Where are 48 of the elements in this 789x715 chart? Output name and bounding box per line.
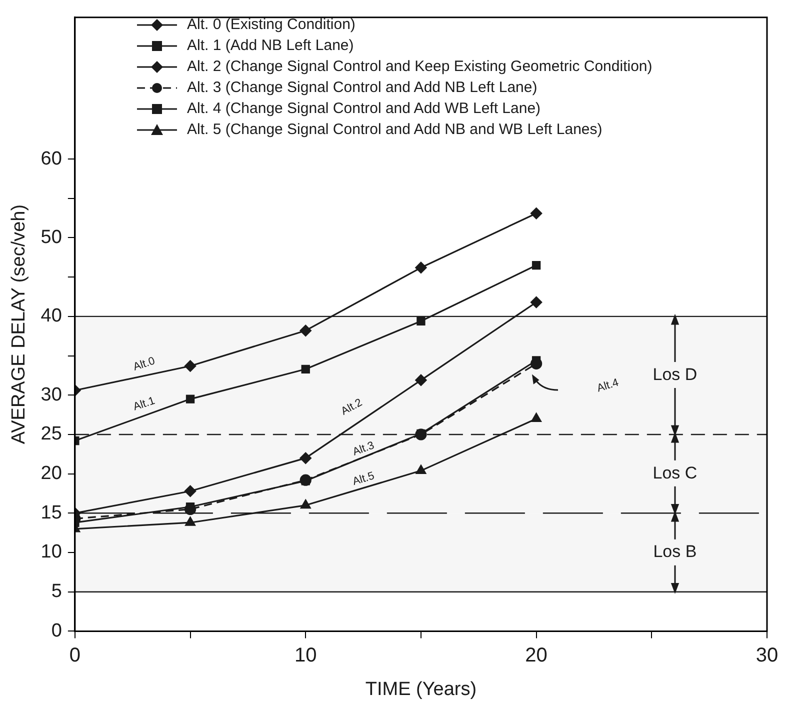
legend-label: Alt. 1 (Add NB Left Lane): [187, 37, 354, 54]
legend-label: Alt. 4 (Change Signal Control and Add WB Left Lane): [187, 100, 541, 117]
legend-label: Alt. 2 (Change Signal Control and Keep Existing Geometric Condition): [187, 58, 652, 75]
legend-label: Alt. 3 (Change Signal Control and Add NB Left Lane): [187, 79, 538, 96]
point: [532, 260, 541, 270]
point: [184, 485, 196, 497]
point: [415, 262, 427, 274]
x-tick-label: 20: [525, 644, 548, 667]
y-tick-label: 60: [40, 148, 62, 170]
annotation: Alt.1: [132, 394, 156, 414]
point: [300, 324, 312, 336]
point: [301, 364, 310, 374]
y-axis-title: AVERAGE DELAY (sec/veh): [8, 204, 30, 444]
band-label: Los C: [652, 464, 698, 483]
y-tick-label: 5: [51, 581, 62, 602]
legend-label: Alt. 5 (Change Signal Control and Add NB and WB Left Lanes): [187, 121, 602, 138]
point: [416, 316, 426, 326]
point: [530, 296, 542, 308]
band-label: Los D: [652, 365, 698, 384]
x-tick-label: 30: [756, 644, 778, 667]
y-tick-label: 20: [40, 463, 62, 484]
x-tick-label: 0: [69, 644, 80, 667]
annotation: Alt.4: [596, 376, 620, 395]
legend-label: Alt. 0 (Existing Condition): [187, 16, 356, 33]
y-tick-label: 10: [40, 542, 62, 563]
annotation: Alt.3: [351, 440, 376, 458]
point: [531, 412, 542, 422]
x-tick-label: 10: [294, 644, 317, 667]
y-tick-label: 50: [40, 226, 62, 248]
point: [300, 452, 312, 464]
annotation: Alt.5: [351, 470, 376, 488]
annotation: Alt.2: [339, 396, 364, 418]
point: [300, 499, 311, 509]
point: [416, 464, 426, 474]
x-axis-title: TIME (Years): [365, 678, 477, 700]
point: [530, 208, 542, 220]
y-tick-label: 40: [40, 306, 62, 327]
point: [415, 374, 427, 386]
point: [186, 394, 195, 404]
point: [185, 516, 196, 526]
y-tick-label: 0: [51, 620, 62, 642]
y-tick-label: 30: [40, 384, 62, 406]
point: [184, 360, 196, 372]
y-tick-label: 25: [40, 424, 62, 445]
band-label: Los B: [653, 542, 697, 562]
point: [300, 474, 312, 486]
y-tick-label: 15: [40, 502, 62, 524]
annotation: Alt.0: [132, 355, 156, 374]
